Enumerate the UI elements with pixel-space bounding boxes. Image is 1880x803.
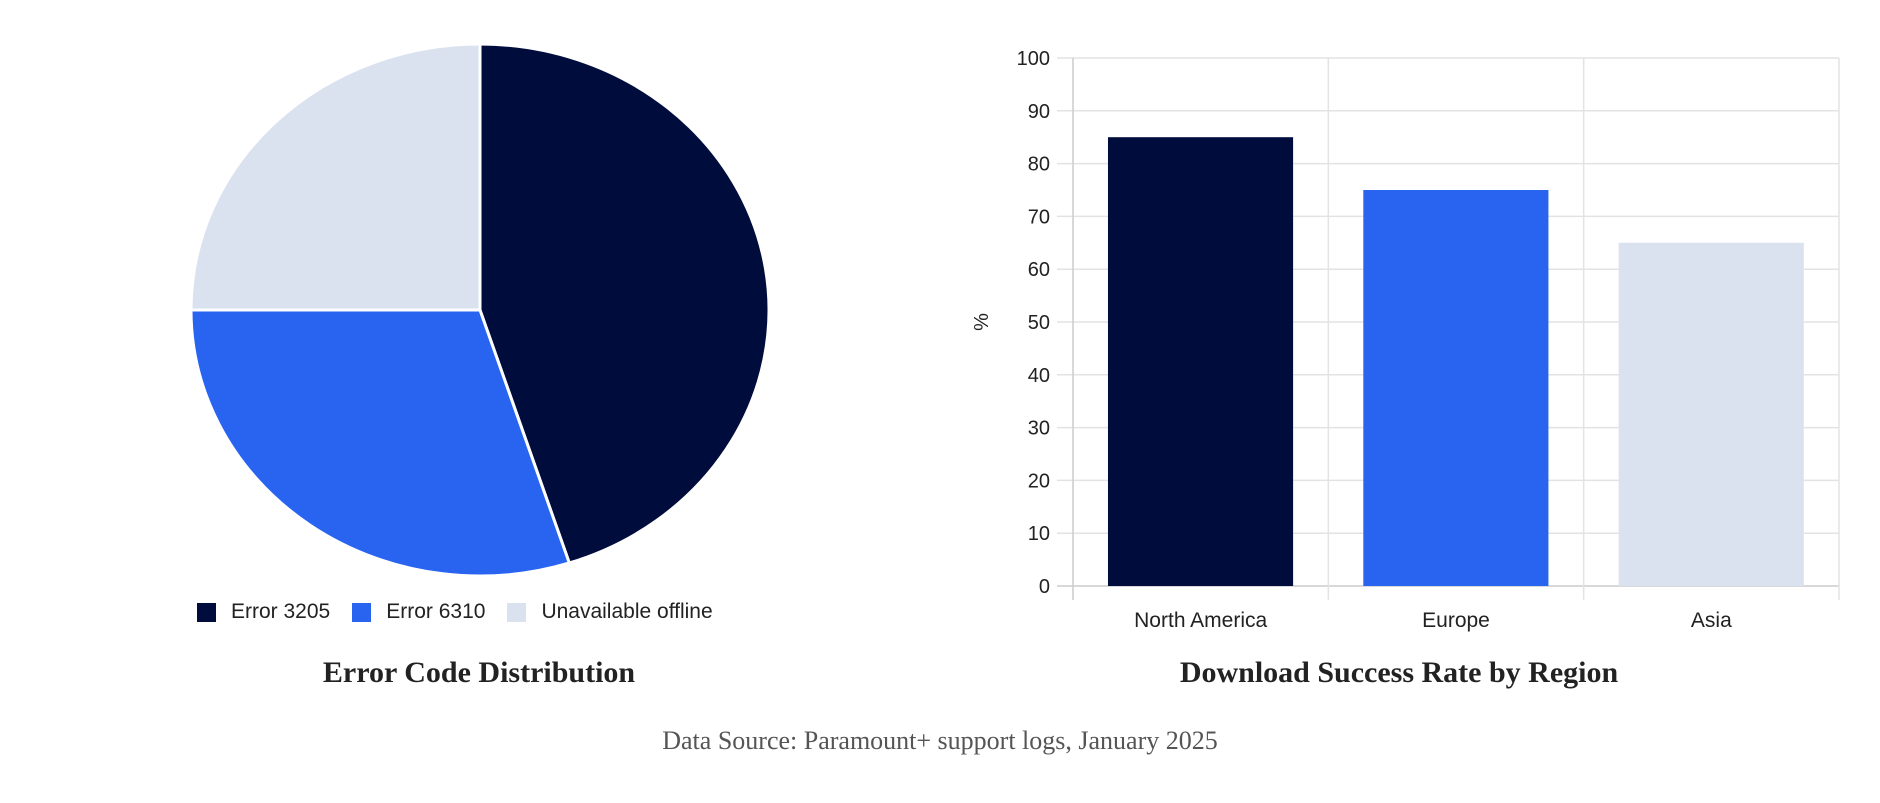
y-tick-label: 80 (1028, 154, 1050, 176)
legend-swatch-icon (197, 602, 216, 622)
y-tick-label: 90 (1028, 101, 1050, 123)
legend-item-error-3205[interactable]: Error 3205 (197, 600, 330, 624)
legend-swatch-icon (507, 602, 527, 622)
y-tick-label: 50 (1028, 312, 1050, 334)
pie-legend: Error 3205 Error 6310 Unavailable offlin… (197, 597, 735, 627)
y-tick-label: 0 (1039, 576, 1050, 598)
bar-north-america[interactable] (1107, 137, 1294, 586)
bar-europe[interactable] (1363, 190, 1549, 586)
x-tick-label: Asia (1691, 609, 1732, 632)
legend-swatch-icon (352, 602, 372, 622)
bar-bars (1107, 137, 1804, 587)
y-tick-label: 20 (1028, 470, 1050, 492)
pie-chart-title: Error Code Distribution (322, 656, 636, 689)
legend-item-error-6310[interactable]: Error 6310 (352, 600, 485, 624)
y-tick-label: 30 (1028, 418, 1050, 440)
y-tick-label: 40 (1028, 365, 1050, 387)
legend-label: Error 3205 (231, 600, 331, 623)
y-axis-label: % (971, 313, 993, 331)
x-tick-label: North America (1134, 609, 1267, 632)
bar-chart-title: Download Success Rate by Region (1179, 656, 1619, 689)
y-tick-label: 70 (1028, 206, 1050, 228)
legend-label: Unavailable offline (541, 600, 713, 623)
legend-label: Error 6310 (386, 600, 486, 623)
y-axis-tick-labels: 0 10 20 30 40 50 60 70 80 90 100 (1017, 48, 1050, 598)
y-tick-label: 60 (1028, 259, 1050, 281)
x-axis-tick-labels: North America Europe Asia (1134, 609, 1732, 632)
pie-chart (189, 42, 771, 578)
data-source-note: Data Source: Paramount+ support logs, Ja… (662, 726, 1218, 755)
bar-asia[interactable] (1618, 242, 1804, 587)
y-tick-label: 100 (1017, 48, 1050, 70)
y-tick-label: 10 (1028, 523, 1050, 545)
pie-slice-unavailable-offline[interactable] (189, 42, 482, 312)
pie-slice-error-6310[interactable] (189, 308, 571, 578)
legend-item-unavailable-offline[interactable]: Unavailable offline (507, 600, 713, 624)
bar-axes (1072, 58, 1840, 600)
pie-slice-error-3205[interactable] (478, 42, 771, 565)
x-tick-label: Europe (1422, 609, 1490, 632)
bar-chart: 0 10 20 30 40 50 60 70 80 90 100 North America Euro… (971, 48, 1840, 632)
